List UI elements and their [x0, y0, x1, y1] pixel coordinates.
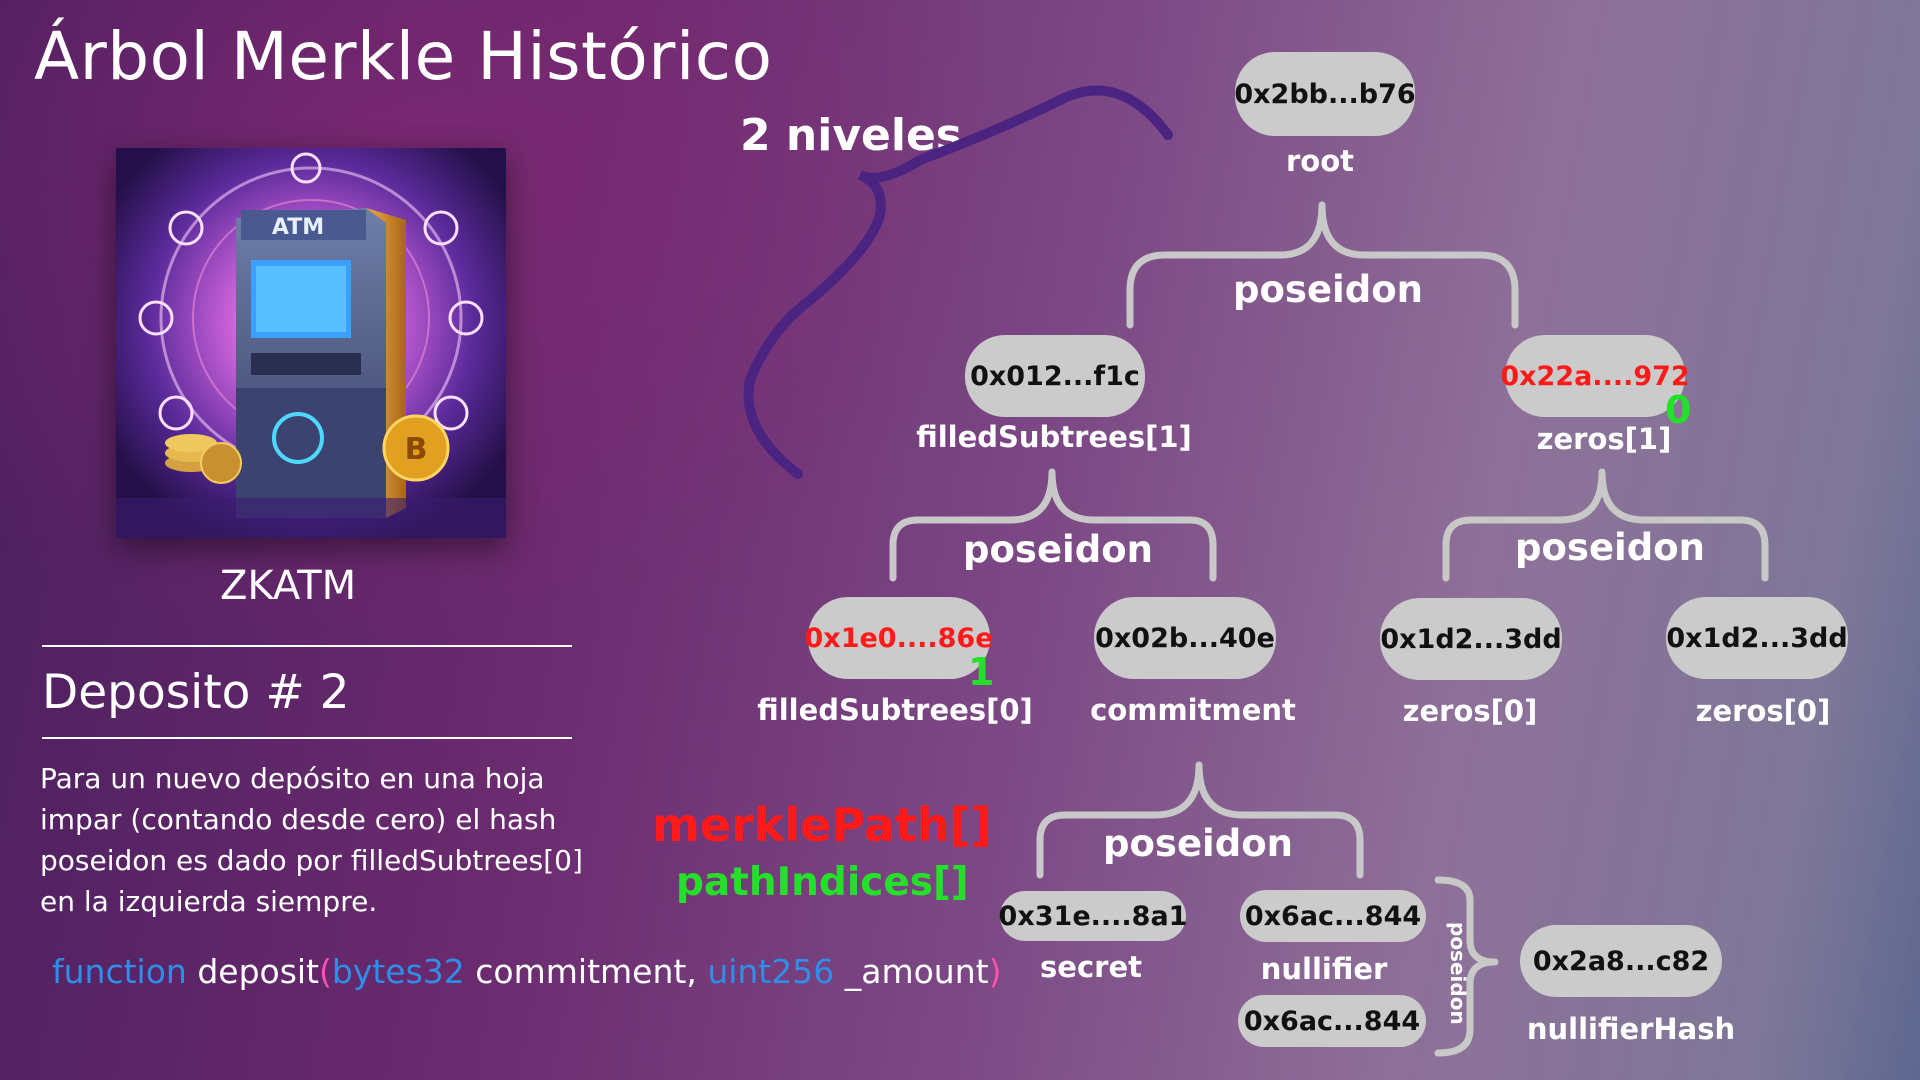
bracket-right-level1 [1442, 468, 1769, 582]
code-function-name: deposit [197, 952, 319, 991]
nullifier-node: 0x6ac...844 [1240, 890, 1426, 942]
code-type-2: uint256 [707, 952, 835, 991]
filled-subtrees-0-node: 0x1e0....86e [805, 597, 994, 679]
nullifier-hash-node: 0x2a8...c82 [1520, 925, 1722, 997]
zeros-0-label-left: zeros[0] [1402, 694, 1538, 728]
code-open-paren: ( [319, 952, 332, 991]
nullifier-label: nullifier [1260, 952, 1388, 986]
atm-illustration: ATM B [116, 148, 506, 538]
brand-name: ZKATM [220, 563, 357, 609]
root-label: root [1285, 144, 1355, 178]
poseidon-label-right: poseidon [1515, 526, 1705, 569]
code-signature: function deposit(bytes32 commitment, uin… [52, 952, 1001, 991]
code-keyword: function [52, 952, 187, 991]
deposit-title: Deposito # 2 [42, 665, 350, 720]
coin-symbol: B [405, 432, 428, 467]
filled-subtrees-0-label: filledSubtrees[0] [757, 693, 1033, 727]
poseidon-label-root: poseidon [1233, 268, 1423, 311]
nullifier-copy-node: 0x6ac...844 [1238, 995, 1426, 1047]
code-close-paren: ) [988, 952, 1002, 991]
levels-label: 2 niveles [740, 110, 962, 161]
bracket-nullifier-hash [1434, 876, 1499, 1057]
filled-subtrees-1-node: 0x012...f1c [965, 335, 1145, 417]
root-node: 0x2bb...b76 [1234, 52, 1416, 136]
bracket-commitment [1036, 761, 1364, 879]
code-arg-2: _amount [844, 952, 989, 991]
code-arg-1: commitment, [475, 952, 697, 991]
zeros-1-label: zeros[1] [1536, 422, 1672, 456]
filled-subtrees-1-label: filledSubtrees[1] [916, 420, 1192, 454]
page-title: Árbol Merkle Histórico [34, 18, 773, 95]
bracket-left-level1 [889, 468, 1217, 582]
commitment-label: commitment [1090, 693, 1296, 727]
filled-subtrees-0-path-index: 1 [968, 650, 995, 694]
zeros-0-label-right: zeros[0] [1695, 694, 1831, 728]
code-type-1: bytes32 [331, 952, 465, 991]
bracket-root [1126, 201, 1519, 329]
atm-label: ATM [272, 215, 324, 240]
secret-node: 0x31e....8a1 [999, 891, 1187, 941]
nullifier-hash-label: nullifierHash [1526, 1012, 1736, 1046]
levels-brace [743, 85, 1173, 479]
description: Para un nuevo depósito en una hoja impar… [40, 762, 583, 918]
secret-label: secret [1040, 950, 1142, 984]
poseidon-label-left: poseidon [963, 528, 1153, 571]
zeros-0-node-left: 0x1d2...3dd [1380, 598, 1562, 680]
zeros-0-node-right: 0x1d2...3dd [1666, 597, 1848, 679]
merkle-path-label: merklePath[] [652, 798, 992, 852]
poseidon-label-commitment: poseidon [1103, 822, 1293, 865]
divider-bottom [42, 737, 572, 739]
divider-top [42, 645, 572, 647]
zeros-1-path-index: 0 [1665, 388, 1692, 432]
poseidon-label-vertical: poseidon [1446, 922, 1470, 1025]
commitment-node: 0x02b...40e [1094, 597, 1276, 679]
path-indices-label: pathIndices[] [676, 860, 969, 905]
zeros-1-node: 0x22a....972 [1500, 335, 1690, 417]
